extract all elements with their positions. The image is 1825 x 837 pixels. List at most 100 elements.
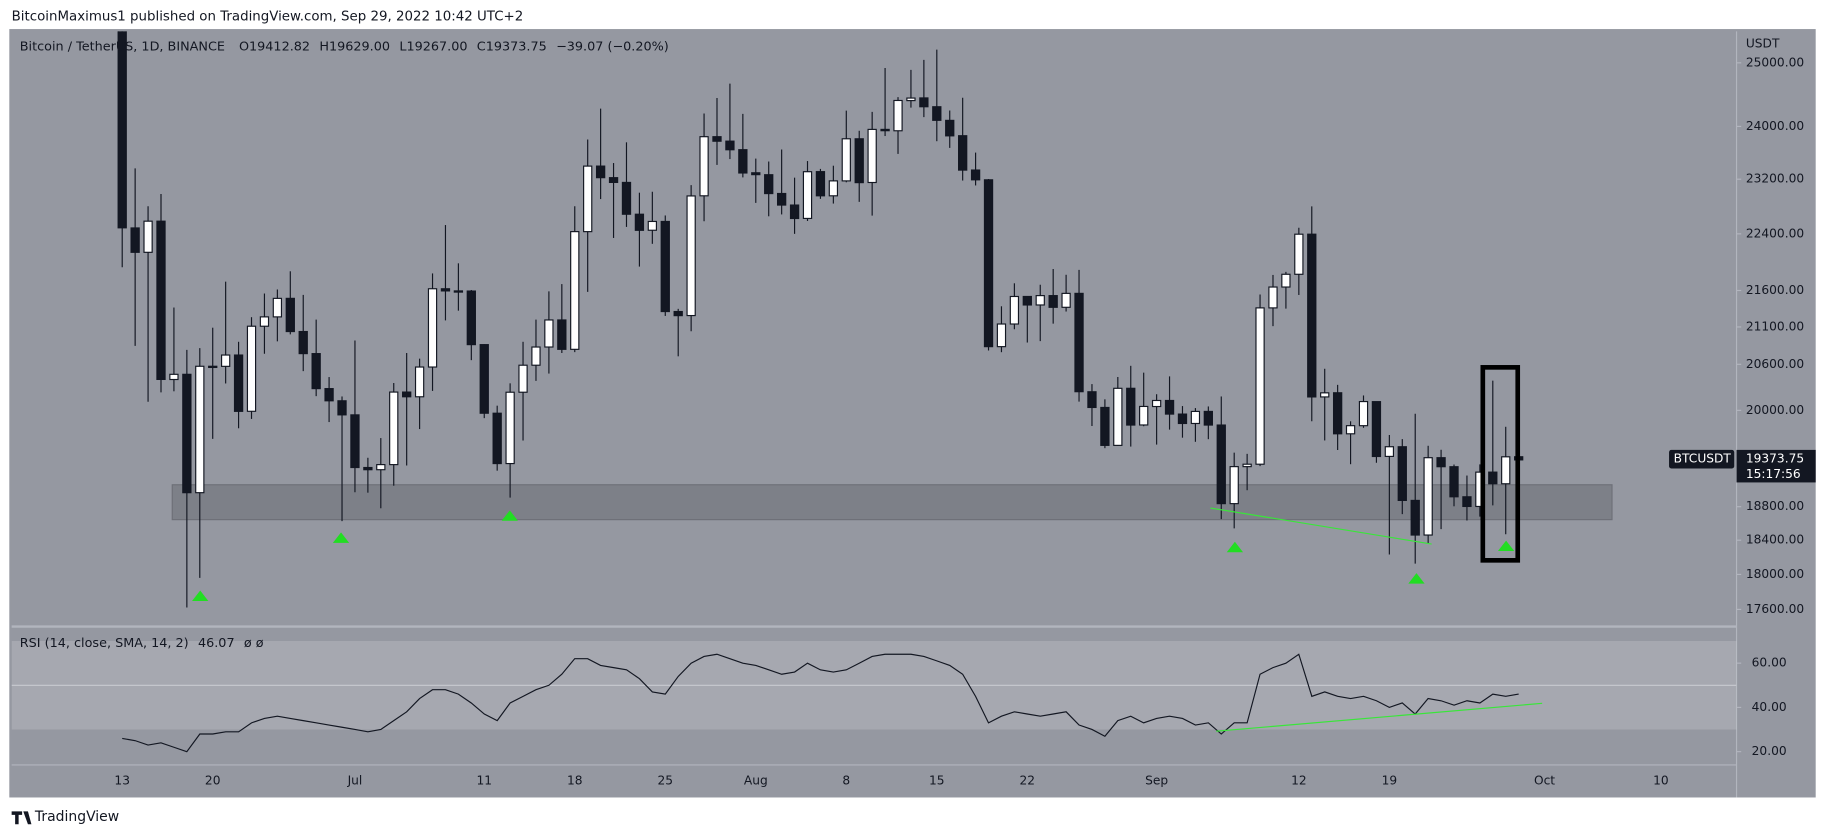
candle-body — [1281, 273, 1291, 288]
candle-body — [350, 414, 360, 469]
chart-title: Bitcoin / TetherUS, 1D, BINANCE O19412.82… — [20, 39, 669, 54]
x-tick-label: Sep — [1145, 774, 1168, 788]
arrow — [1497, 540, 1515, 552]
candle-body — [1320, 392, 1330, 398]
candle-body — [1216, 424, 1226, 505]
candle-body — [725, 140, 735, 151]
candle-body — [1061, 292, 1071, 308]
candle-body — [518, 364, 528, 393]
candle-body — [815, 171, 826, 197]
arrow — [332, 532, 350, 543]
x-tick-label: 10 — [1653, 774, 1669, 788]
price-tag — [1736, 449, 1816, 483]
candle-body — [1384, 446, 1395, 457]
candle-body — [453, 290, 464, 293]
candle-body — [1177, 413, 1188, 425]
candle-body — [117, 31, 127, 229]
y-tick-label: 21600.00 — [1746, 283, 1804, 297]
x-tick-label: 12 — [1291, 774, 1307, 788]
candle-body — [1423, 457, 1433, 536]
y-tick-label: 23200.00 — [1746, 172, 1804, 186]
candle-body — [1268, 286, 1278, 309]
candle-body — [466, 290, 476, 346]
candle-body — [789, 204, 800, 220]
y-tick-label: 18400.00 — [1746, 533, 1804, 547]
candle-body — [1022, 295, 1032, 306]
candle-body — [1488, 471, 1498, 485]
candle-body — [880, 128, 890, 132]
y-tick-label: 20000.00 — [1746, 403, 1804, 417]
rsi-value: 46.07 — [198, 635, 235, 650]
rsi-title: RSI (14, close, SMA, 14, 2) 46.07 ø ø — [20, 635, 264, 650]
candle-body — [595, 165, 606, 179]
candle-body — [1345, 425, 1356, 435]
candle-body — [1203, 410, 1213, 426]
candle-body — [1190, 410, 1201, 425]
symbol-title: Bitcoin / TetherUS, 1D, BINANCE — [20, 39, 225, 54]
y-tick-label: 24000.00 — [1746, 119, 1804, 133]
ohlc: O19412.82 — [239, 39, 310, 54]
candle-body — [1255, 307, 1265, 465]
candle-body — [583, 165, 593, 233]
rsi-tick-label: 20.00 — [1752, 744, 1787, 758]
rsi-tick-label: 60.00 — [1752, 656, 1787, 670]
candle-body — [492, 412, 502, 465]
candle-body — [802, 171, 813, 220]
candle-body — [570, 231, 580, 350]
arrow — [501, 510, 518, 521]
rsi-trend-line — [1216, 702, 1543, 732]
footer: TradingView — [34, 809, 119, 825]
candle-body — [1294, 233, 1304, 275]
candle-body — [1229, 466, 1239, 505]
candle-body — [130, 227, 140, 253]
candle-body — [660, 220, 670, 313]
x-tick-label: Oct — [1534, 774, 1555, 788]
candle-body — [324, 388, 334, 402]
y-axis-label: USDT — [1746, 37, 1780, 51]
candle-body — [738, 149, 748, 174]
candle-body — [867, 128, 877, 184]
y-tick-label: 18000.00 — [1746, 567, 1804, 581]
candle-body — [699, 136, 709, 197]
candle-body — [259, 316, 270, 327]
candle-body — [156, 220, 166, 381]
candle-body — [906, 97, 916, 102]
candle-body — [440, 288, 451, 292]
candle-body — [208, 365, 218, 369]
x-tick-label: 11 — [476, 774, 492, 788]
candle-body — [1113, 387, 1123, 446]
ohlc: C19373.75 — [477, 39, 547, 54]
candle-body — [634, 213, 645, 231]
candle-body — [1462, 496, 1472, 508]
candle-body — [557, 319, 567, 350]
x-tick-label: 13 — [114, 774, 130, 788]
candle-body — [1035, 295, 1045, 306]
x-tick-label: 18 — [567, 774, 583, 788]
candle-body — [272, 297, 283, 318]
candle-body — [945, 119, 955, 137]
support-rect — [171, 484, 1613, 521]
candle-body — [531, 346, 541, 366]
rsi-pane — [11, 641, 1737, 753]
x-tick-label: 19 — [1382, 774, 1398, 788]
candle-body — [1242, 463, 1252, 468]
candle-body — [311, 353, 321, 390]
symbol-tag — [1669, 449, 1735, 469]
rsi-extra: ø ø — [244, 635, 264, 650]
candle-body — [919, 97, 929, 108]
x-tick-label: 25 — [658, 774, 674, 788]
rsi-tick-label: 40.00 — [1752, 700, 1787, 714]
y-tick-label: 22400.00 — [1746, 226, 1804, 240]
x-tick-label: Aug — [744, 774, 768, 788]
candle-body — [932, 106, 942, 121]
y-tick-label: 25000.00 — [1746, 55, 1804, 69]
candle-body — [337, 400, 347, 416]
ohlc: L19267.00 — [399, 39, 467, 54]
y-tick-label: 21100.00 — [1746, 319, 1804, 333]
candle-body — [1332, 392, 1343, 435]
ohlc: H19629.00 — [319, 39, 390, 54]
rsi-line — [122, 653, 1519, 753]
y-tick-label: 20600.00 — [1746, 357, 1804, 371]
tv-logo — [11, 811, 32, 825]
